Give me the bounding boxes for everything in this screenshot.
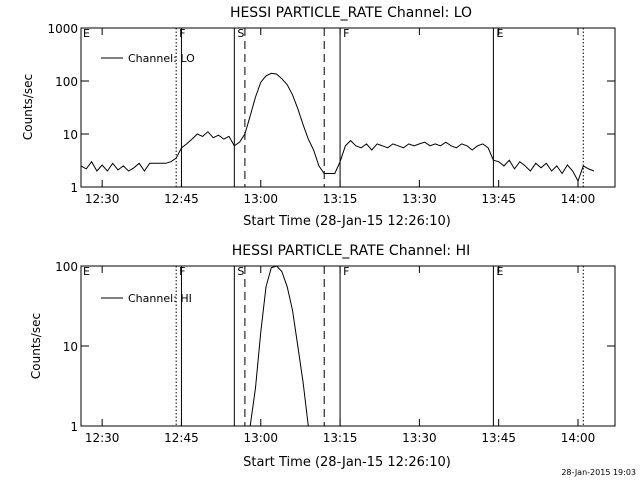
x-tick-label-0: 12:30 — [85, 192, 120, 206]
x-axis-label-lo: Start Time (28-Jan-15 12:26:10) — [243, 214, 451, 229]
plot-frame-hi — [80, 265, 616, 427]
marker-label-hi-1: F — [179, 265, 185, 278]
y-tick-label-0: 1 — [70, 181, 78, 195]
x-tick-label-5: 13:45 — [481, 431, 516, 445]
marker-label-hi-7: E — [496, 265, 503, 278]
chart-title-hi: HESSI PARTICLE_RATE Channel: HI — [232, 243, 470, 259]
x-axis-label-hi: Start Time (28-Jan-15 12:26:10) — [243, 455, 451, 470]
x-tick-label-6: 14:00 — [561, 431, 596, 445]
y-tick-label-0: 1 — [70, 420, 78, 434]
x-tick-label-4: 13:30 — [402, 431, 437, 445]
x-tick-label-2: 13:00 — [243, 192, 278, 206]
marker-label-lo-1: F — [179, 27, 185, 40]
y-axis-label-lo: Counts/sec — [21, 74, 35, 140]
legend-label-hi: Channel: HI — [128, 292, 192, 305]
y-tick-label-3: 1000 — [47, 22, 78, 36]
legend-hi: Channel: HI — [101, 292, 192, 305]
marker-label-lo-3: S — [237, 27, 244, 40]
x-tick-label-0: 12:30 — [85, 431, 120, 445]
x-tick-label-5: 13:45 — [481, 192, 516, 206]
x-tick-label-2: 13:00 — [243, 431, 278, 445]
series-line-hi — [249, 265, 309, 427]
marker-label-hi-3: S — [237, 265, 244, 278]
legend-label-lo: Channel: LO — [128, 52, 195, 65]
chart-title-lo: HESSI PARTICLE_RATE Channel: LO — [230, 5, 472, 21]
marker-label-lo-0: E — [83, 27, 90, 40]
marker-label-lo-6: F — [343, 27, 349, 40]
marker-label-hi-6: F — [343, 265, 349, 278]
y-tick-label-2: 100 — [55, 260, 78, 274]
legend-lo: Channel: LO — [101, 52, 195, 65]
x-tick-label-6: 14:00 — [561, 192, 596, 206]
x-tick-label-1: 12:45 — [164, 192, 199, 206]
series-line-lo — [80, 72, 595, 183]
x-tick-label-3: 13:15 — [323, 192, 358, 206]
panel-lo: HESSI PARTICLE_RATE Channel: LO E F S F E 12… — [21, 5, 616, 229]
y-axis-label-hi: Counts/sec — [29, 313, 43, 379]
panel-hi: HESSI PARTICLE_RATE Channel: HI E F S F E 12… — [29, 243, 616, 470]
render-timestamp: 28-Jan-2015 19:03 — [561, 468, 636, 477]
plot-frame-lo — [80, 27, 616, 188]
x-tick-label-1: 12:45 — [164, 431, 199, 445]
y-tick-label-1: 10 — [63, 340, 78, 354]
x-tick-label-3: 13:15 — [323, 431, 358, 445]
marker-label-hi-0: E — [83, 265, 90, 278]
y-tick-label-1: 10 — [63, 128, 78, 142]
marker-label-lo-7: E — [496, 27, 503, 40]
x-tick-label-4: 13:30 — [402, 192, 437, 206]
y-tick-label-2: 100 — [55, 75, 78, 89]
